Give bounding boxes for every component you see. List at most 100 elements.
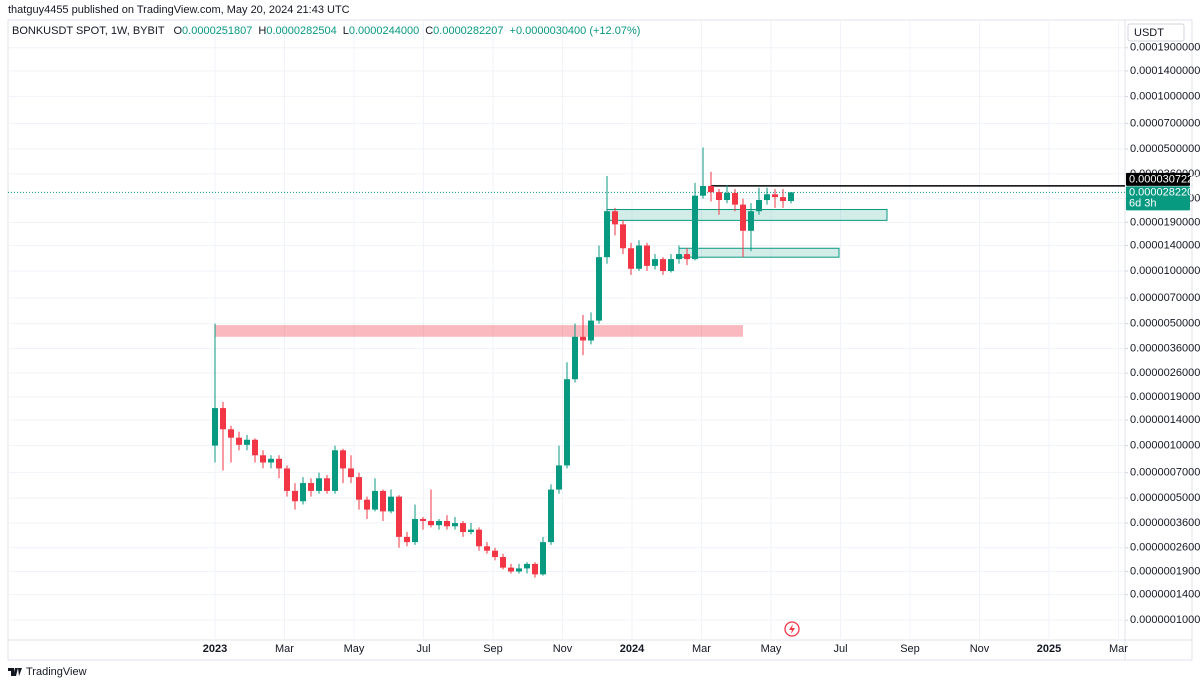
candle-body <box>220 408 226 430</box>
y-tick-label: 0.0000026000 <box>1130 367 1200 379</box>
y-tick-label: 0.0001000000 <box>1130 90 1200 102</box>
candle-body <box>436 520 442 526</box>
x-tick-label: Sep <box>483 643 503 655</box>
ohlc-value: 0.0000251807 <box>182 25 253 37</box>
last-price-label: 0.0000282207 <box>1129 186 1199 198</box>
published-note: thatguy4455 published on TradingView.com… <box>8 4 350 16</box>
candle-body <box>596 257 602 321</box>
ohlc-key: L <box>342 25 349 37</box>
y-tick-label: 0.0000001000 <box>1130 614 1200 626</box>
candle-body <box>212 408 218 446</box>
candle-body <box>572 336 578 380</box>
candle-body <box>284 468 290 491</box>
x-tick-label: Jul <box>833 643 847 655</box>
candle-body <box>364 499 370 510</box>
y-tick-label: 0.0000100000 <box>1130 265 1200 277</box>
candle-body <box>644 245 650 266</box>
candle-body <box>724 192 730 201</box>
ohlc-key: C <box>425 25 434 37</box>
symbol-legend: BONKUSDT SPOT, 1W, BYBIT O0.0000251807 H0… <box>12 25 640 37</box>
price-line-label-box <box>1126 172 1190 186</box>
candle-body <box>492 550 498 558</box>
candle-body <box>764 194 770 201</box>
x-tick-label: 2024 <box>620 643 645 655</box>
candle-body <box>444 520 450 527</box>
ohlc-value: 0.0000244000 <box>348 25 420 37</box>
candle-body <box>260 455 266 463</box>
zone <box>606 209 888 221</box>
price-line-label: 0.0000307220 <box>1129 173 1199 185</box>
candle-body <box>540 542 546 575</box>
candle-body <box>460 523 466 532</box>
x-tick-label: Sep <box>900 643 920 655</box>
y-tick-label: 0.0000007000 <box>1130 467 1200 479</box>
candle-body <box>580 336 586 341</box>
y-tick-label: 0.0000001400 <box>1130 589 1200 601</box>
snapshot-icon <box>784 621 800 637</box>
candle-body <box>740 204 746 231</box>
candle-body <box>692 195 698 260</box>
x-tick-label: Mar <box>692 643 711 655</box>
candle-body <box>788 192 794 201</box>
candle-body <box>300 483 306 502</box>
candle-body <box>476 529 482 547</box>
y-tick-label: 0.0000014000 <box>1130 414 1200 426</box>
y-tick-label: 0.0000050000 <box>1130 317 1200 329</box>
candle-body <box>228 429 234 438</box>
candle-body <box>564 379 570 466</box>
candle-body <box>636 245 642 269</box>
candle-body <box>348 468 354 478</box>
y-tick-label: 0.0000002600 <box>1130 542 1200 554</box>
candle-body <box>732 192 738 205</box>
candle-body <box>524 563 530 569</box>
candle-body <box>620 224 626 249</box>
zone <box>678 247 840 258</box>
countdown: 6d 3h <box>1129 197 1157 209</box>
x-tick-label: May <box>344 643 365 655</box>
y-tick-label: 0.0000500000 <box>1130 143 1200 155</box>
currency-box[interactable] <box>1127 23 1185 42</box>
candle-body <box>676 254 682 260</box>
y-tick-label: 0.0000005000 <box>1130 492 1200 504</box>
candle-body <box>412 518 418 543</box>
candle-body <box>308 483 314 491</box>
chart-frame <box>7 19 1193 661</box>
candle-body <box>244 439 250 445</box>
candle-body <box>500 557 506 568</box>
x-tick-label: May <box>761 643 782 655</box>
last-price-box <box>1126 186 1190 211</box>
brand: TradingView <box>26 666 87 678</box>
candle-body <box>668 259 674 272</box>
candle-body <box>756 200 762 212</box>
candle-body <box>772 194 778 198</box>
candle-body <box>532 563 538 575</box>
candle-body <box>236 437 242 445</box>
candle-body <box>252 439 258 456</box>
candle-body <box>748 211 754 231</box>
ohlc-value: 0.0000282207 <box>433 25 504 37</box>
y-tick-label: 0.0000700000 <box>1130 117 1200 129</box>
candle-body <box>716 192 722 201</box>
candle-body <box>516 568 522 572</box>
candle-body <box>332 450 338 491</box>
y-tick-label: 0.0001400000 <box>1130 65 1200 77</box>
candle-body <box>316 478 322 491</box>
y-tick-label: 0.0000070000 <box>1130 292 1200 304</box>
zone <box>215 325 743 337</box>
candle-body <box>388 496 394 512</box>
candle-body <box>380 490 386 512</box>
ohlc-key: H <box>258 25 267 37</box>
candle-body <box>700 185 706 196</box>
y-tick-label: 0.0000140000 <box>1130 239 1200 251</box>
x-tick-label: 2023 <box>203 643 227 655</box>
candle-body <box>420 518 426 521</box>
axes: 0.0001900000 0.0001400000 0.0001000000 0.00… <box>203 42 1200 655</box>
y-tick-label: 0.0001900000 <box>1130 42 1200 54</box>
candle-body <box>340 450 346 469</box>
y-tick-label: 0.0000001900 <box>1130 565 1200 577</box>
x-tick-label: Mar <box>275 643 294 655</box>
candle-body <box>556 465 562 490</box>
symbol: BONKUSDT SPOT, 1W, BYBIT <box>12 25 165 37</box>
candle-body <box>652 259 658 266</box>
